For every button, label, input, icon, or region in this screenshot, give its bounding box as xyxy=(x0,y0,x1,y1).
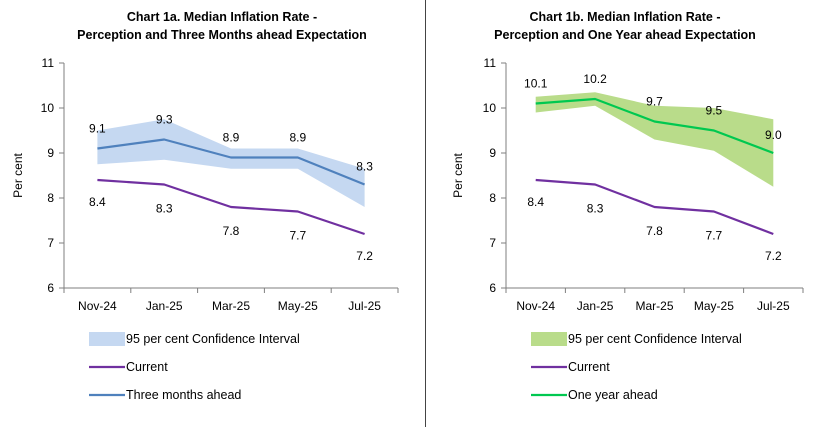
x-tick-label: Nov-24 xyxy=(516,299,555,313)
data-label: 8.9 xyxy=(289,131,306,145)
data-label: 8.3 xyxy=(356,160,373,174)
y-tick-label: 9 xyxy=(489,146,496,160)
chart-title-line: Perception and One Year ahead Expectatio… xyxy=(494,28,756,42)
chart-title-line: Chart 1a. Median Inflation Rate - xyxy=(127,10,317,24)
y-tick-label: 11 xyxy=(484,56,497,70)
y-axis-label: Per cent xyxy=(451,152,465,197)
data-label: 7.7 xyxy=(289,229,306,243)
y-tick-label: 6 xyxy=(47,281,54,295)
x-tick-label: Mar-25 xyxy=(212,299,250,313)
confidence-band xyxy=(535,92,774,187)
confidence-band xyxy=(97,119,365,207)
y-tick-label: 11 xyxy=(42,56,55,70)
x-tick-label: Nov-24 xyxy=(78,299,117,313)
legend-label: Current xyxy=(126,360,168,374)
chart-1a-panel: Chart 1a. Median Inflation Rate - Percept… xyxy=(11,10,399,402)
x-tick-label: Mar-25 xyxy=(635,299,673,313)
data-label: 7.2 xyxy=(356,249,373,263)
data-label: 7.8 xyxy=(223,224,240,238)
panel-divider xyxy=(425,0,426,427)
y-tick-label: 10 xyxy=(41,101,55,115)
series-line-current xyxy=(97,178,365,236)
chart-1b-panel: Chart 1b. Median Inflation Rate - Percept… xyxy=(414,0,828,427)
data-label: 8.3 xyxy=(587,202,604,216)
data-label: 7.7 xyxy=(706,229,723,243)
data-label: 8.4 xyxy=(527,195,544,209)
y-tick-label: 7 xyxy=(47,236,54,250)
legend-label: One year ahead xyxy=(568,388,658,402)
y-tick-label: 7 xyxy=(489,236,496,250)
data-label: 7.8 xyxy=(646,224,663,238)
legend-label: 95 per cent Confidence Interval xyxy=(126,332,300,346)
data-label: 9.0 xyxy=(765,128,782,142)
data-label: 9.5 xyxy=(706,104,723,118)
y-tick-label: 8 xyxy=(489,191,496,205)
legend-label: 95 per cent Confidence Interval xyxy=(568,332,742,346)
y-axis-label: Per cent xyxy=(11,152,25,197)
data-label: 8.9 xyxy=(223,131,240,145)
data-label: 10.2 xyxy=(583,72,607,86)
data-label: 9.1 xyxy=(89,122,106,136)
legend-swatch-band xyxy=(89,332,125,346)
data-label: 8.4 xyxy=(89,195,106,209)
chart-title-line: Perception and Three Months ahead Expect… xyxy=(77,28,367,42)
x-tick-label: Jan-25 xyxy=(146,299,183,313)
chart-title-line: Chart 1b. Median Inflation Rate - xyxy=(530,10,721,24)
series-line-expectation xyxy=(97,138,366,186)
x-tick-label: Jul-25 xyxy=(348,299,381,313)
y-tick-label: 6 xyxy=(489,281,496,295)
y-tick-label: 8 xyxy=(47,191,54,205)
data-label: 10.1 xyxy=(524,77,548,91)
data-label: 9.3 xyxy=(156,113,173,127)
series-line-current xyxy=(535,178,774,236)
legend-label: Current xyxy=(568,360,610,374)
y-tick-label: 10 xyxy=(483,101,497,115)
chart-1b: Chart 1b. Median Inflation Rate - Percept… xyxy=(451,10,804,402)
data-label: 9.7 xyxy=(646,95,663,109)
y-tick-label: 9 xyxy=(47,146,54,160)
series-line-expectation xyxy=(535,97,774,155)
x-tick-label: May-25 xyxy=(278,299,318,313)
legend-swatch-band xyxy=(531,332,567,346)
chart-1a: Chart 1a. Median Inflation Rate - Percept… xyxy=(11,10,399,402)
x-tick-label: Jan-25 xyxy=(577,299,614,313)
legend-label: Three months ahead xyxy=(126,388,241,402)
data-label: 8.3 xyxy=(156,202,173,216)
x-tick-label: Jul-25 xyxy=(757,299,790,313)
x-tick-label: May-25 xyxy=(694,299,734,313)
data-label: 7.2 xyxy=(765,249,782,263)
